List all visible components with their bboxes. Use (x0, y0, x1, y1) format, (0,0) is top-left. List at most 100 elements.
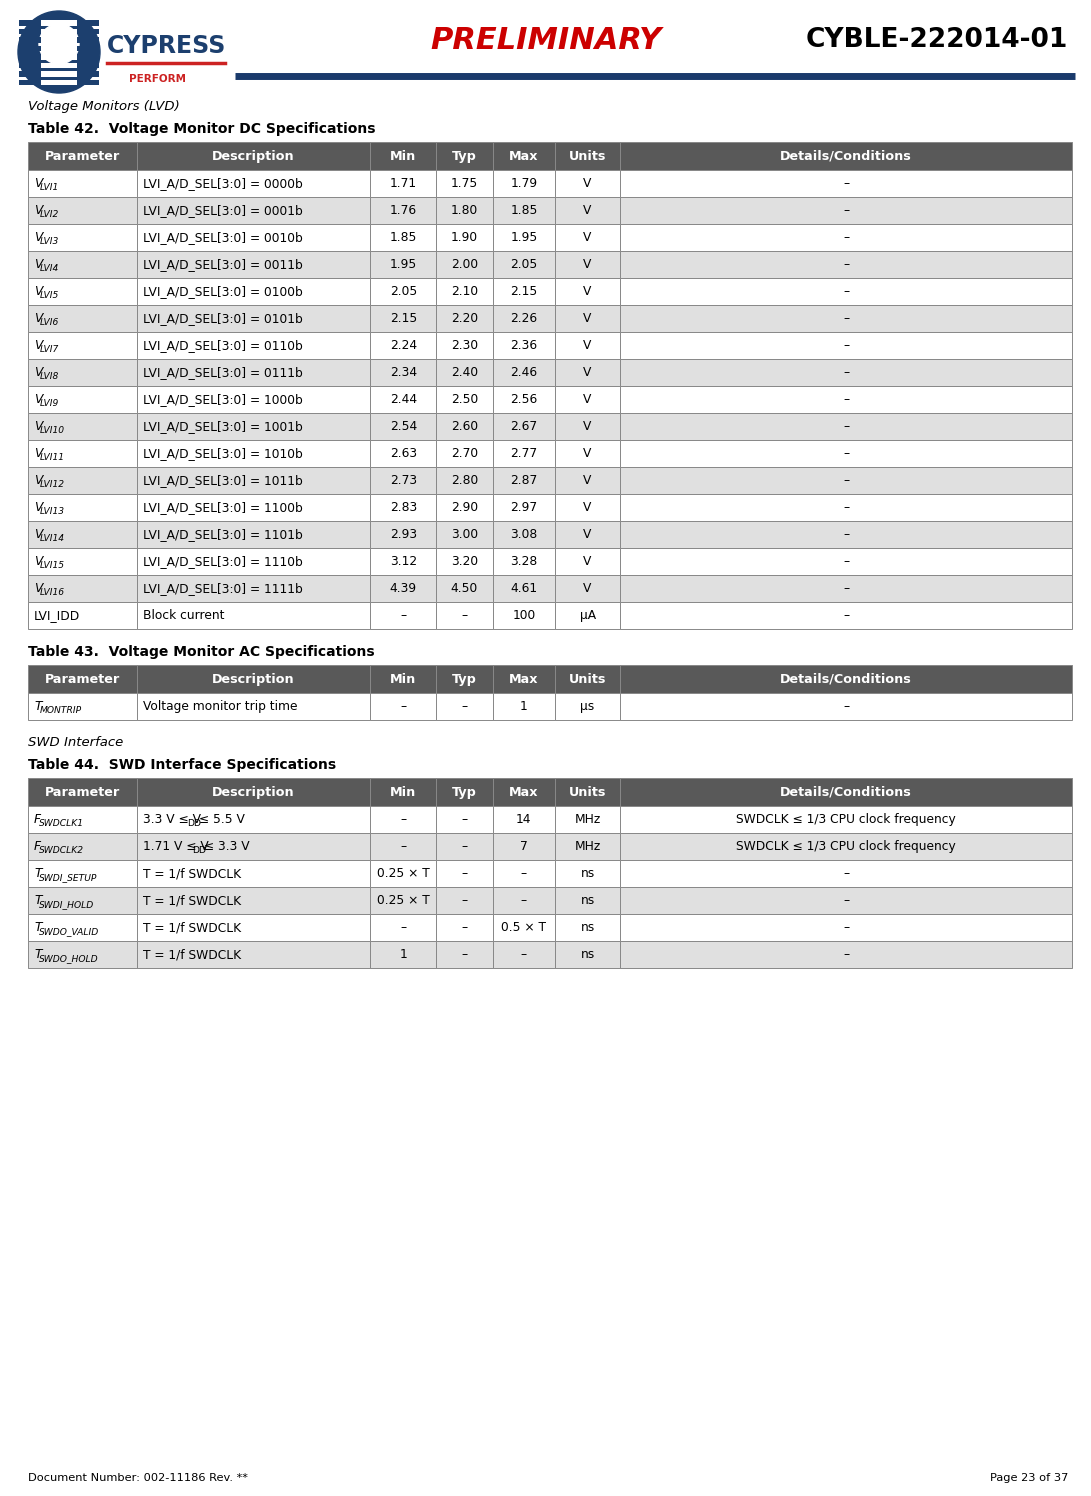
Text: T: T (34, 868, 41, 880)
FancyBboxPatch shape (620, 941, 1072, 968)
FancyBboxPatch shape (620, 278, 1072, 305)
Text: MHz: MHz (575, 812, 601, 826)
FancyBboxPatch shape (19, 37, 99, 42)
FancyBboxPatch shape (555, 142, 620, 171)
Text: –: – (461, 812, 467, 826)
Text: LVI_A/D_SEL[3:0] = 0010b: LVI_A/D_SEL[3:0] = 0010b (143, 230, 302, 244)
Text: 1.85: 1.85 (389, 230, 417, 244)
Text: –: – (843, 700, 849, 714)
Text: –: – (843, 922, 849, 934)
Text: –: – (400, 609, 406, 622)
FancyBboxPatch shape (371, 305, 436, 332)
Text: Voltage monitor trip time: Voltage monitor trip time (143, 700, 297, 714)
FancyBboxPatch shape (555, 574, 620, 601)
FancyBboxPatch shape (555, 860, 620, 887)
FancyBboxPatch shape (436, 666, 492, 693)
Text: SWDCLK1: SWDCLK1 (39, 818, 84, 827)
FancyBboxPatch shape (620, 574, 1072, 601)
FancyBboxPatch shape (555, 806, 620, 833)
Text: F: F (34, 839, 41, 853)
FancyBboxPatch shape (28, 778, 136, 806)
FancyBboxPatch shape (136, 574, 371, 601)
FancyBboxPatch shape (436, 806, 492, 833)
Text: LVI_A/D_SEL[3:0] = 1010b: LVI_A/D_SEL[3:0] = 1010b (143, 447, 302, 459)
FancyBboxPatch shape (436, 521, 492, 548)
Text: V: V (34, 203, 43, 217)
FancyBboxPatch shape (436, 224, 492, 251)
Text: 2.80: 2.80 (451, 474, 478, 488)
Text: V: V (34, 447, 43, 459)
Text: LVI_A/D_SEL[3:0] = 0110b: LVI_A/D_SEL[3:0] = 0110b (143, 340, 302, 352)
FancyBboxPatch shape (371, 860, 436, 887)
Text: V: V (34, 257, 43, 271)
FancyBboxPatch shape (436, 359, 492, 386)
Text: SWDI_SETUP: SWDI_SETUP (39, 874, 98, 883)
Text: –: – (400, 922, 406, 934)
Text: –: – (843, 528, 849, 542)
Text: 0.5 × T: 0.5 × T (502, 922, 547, 934)
FancyBboxPatch shape (436, 251, 492, 278)
FancyBboxPatch shape (28, 601, 136, 628)
Text: –: – (843, 340, 849, 352)
FancyBboxPatch shape (371, 574, 436, 601)
FancyBboxPatch shape (28, 941, 136, 968)
Text: –: – (461, 868, 467, 880)
Text: V: V (34, 313, 43, 325)
Text: LVI_A/D_SEL[3:0] = 1000b: LVI_A/D_SEL[3:0] = 1000b (143, 393, 302, 405)
Text: 3.20: 3.20 (451, 555, 478, 568)
FancyBboxPatch shape (28, 521, 136, 548)
Text: LVI_IDD: LVI_IDD (34, 609, 81, 622)
Text: V: V (34, 340, 43, 352)
Text: –: – (461, 839, 467, 853)
FancyBboxPatch shape (28, 305, 136, 332)
FancyBboxPatch shape (77, 28, 99, 34)
FancyBboxPatch shape (28, 440, 136, 467)
FancyBboxPatch shape (28, 666, 136, 693)
FancyBboxPatch shape (28, 386, 136, 413)
Text: MONTRIP: MONTRIP (39, 706, 82, 715)
Text: SWDI_HOLD: SWDI_HOLD (39, 901, 95, 910)
Text: –: – (843, 313, 849, 325)
FancyBboxPatch shape (620, 521, 1072, 548)
FancyBboxPatch shape (28, 224, 136, 251)
FancyBboxPatch shape (555, 305, 620, 332)
Text: Typ: Typ (452, 673, 477, 685)
FancyBboxPatch shape (555, 666, 620, 693)
FancyBboxPatch shape (555, 359, 620, 386)
FancyBboxPatch shape (492, 224, 555, 251)
Text: LVI_A/D_SEL[3:0] = 1100b: LVI_A/D_SEL[3:0] = 1100b (143, 501, 302, 515)
FancyBboxPatch shape (436, 278, 492, 305)
FancyBboxPatch shape (136, 142, 371, 171)
Text: LVI10: LVI10 (39, 426, 64, 435)
FancyBboxPatch shape (436, 142, 492, 171)
FancyBboxPatch shape (136, 887, 371, 914)
FancyBboxPatch shape (492, 548, 555, 574)
Text: 2.15: 2.15 (511, 286, 538, 298)
Text: Table 43.  Voltage Monitor AC Specifications: Table 43. Voltage Monitor AC Specificati… (28, 645, 374, 660)
FancyBboxPatch shape (436, 548, 492, 574)
FancyBboxPatch shape (136, 601, 371, 628)
Text: 2.34: 2.34 (389, 367, 417, 378)
Text: LVI7: LVI7 (39, 346, 59, 355)
FancyBboxPatch shape (492, 171, 555, 197)
FancyBboxPatch shape (19, 19, 99, 25)
FancyBboxPatch shape (436, 171, 492, 197)
Text: 2.67: 2.67 (511, 420, 538, 432)
Text: –: – (843, 582, 849, 595)
Circle shape (17, 10, 100, 93)
Text: –: – (843, 203, 849, 217)
Text: –: – (520, 948, 527, 960)
FancyBboxPatch shape (436, 693, 492, 720)
FancyBboxPatch shape (28, 574, 136, 601)
Text: Min: Min (391, 673, 417, 685)
Text: 3.3 V ≤ V: 3.3 V ≤ V (143, 812, 201, 826)
FancyBboxPatch shape (492, 386, 555, 413)
Text: –: – (400, 812, 406, 826)
FancyBboxPatch shape (136, 914, 371, 941)
FancyBboxPatch shape (436, 860, 492, 887)
FancyBboxPatch shape (492, 860, 555, 887)
FancyBboxPatch shape (492, 305, 555, 332)
Text: SWDCLK ≤ 1/3 CPU clock frequency: SWDCLK ≤ 1/3 CPU clock frequency (736, 839, 956, 853)
FancyBboxPatch shape (555, 440, 620, 467)
Text: –: – (461, 948, 467, 960)
